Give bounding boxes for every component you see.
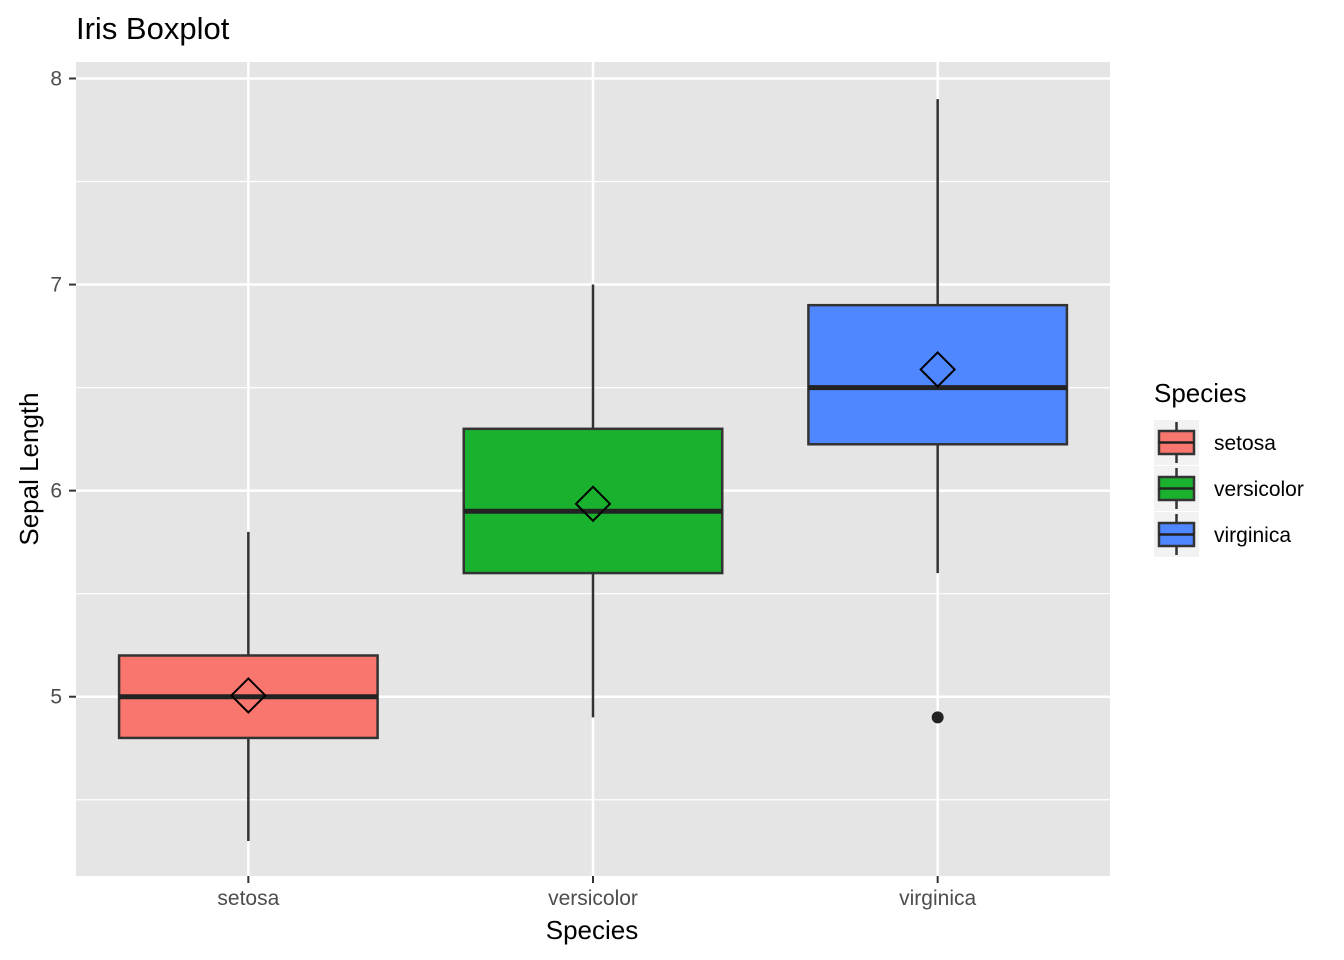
legend-label-virginica: virginica (1214, 524, 1291, 547)
y-tick-label: 7 (50, 274, 62, 297)
x-axis-title: Species (546, 915, 639, 945)
legend-item-versicolor: versicolor (1154, 466, 1304, 511)
legend: Species setosa versicolor virginica (1154, 378, 1304, 557)
y-tick-label: 6 (50, 480, 62, 503)
x-tick-label-versicolor: versicolor (548, 887, 638, 910)
y-tick-label: 8 (50, 67, 62, 90)
legend-label-versicolor: versicolor (1214, 478, 1304, 501)
mean-marker (919, 351, 957, 388)
boxplot-layer (117, 99, 1069, 841)
outlier-point (931, 711, 944, 724)
chart-title: Iris Boxplot (76, 11, 230, 46)
legend-title: Species (1154, 378, 1247, 408)
box-body (807, 303, 1069, 446)
box-virginica (807, 99, 1069, 724)
mean-marker (574, 485, 612, 523)
box-versicolor (462, 284, 724, 718)
mean-marker (229, 677, 267, 714)
y-axis-title: Sepal Length (14, 392, 44, 545)
legend-label-setosa: setosa (1214, 432, 1276, 455)
box-body (462, 427, 724, 575)
y-tick-label: 5 (50, 686, 62, 709)
legend-item-setosa: setosa (1154, 420, 1276, 465)
x-tick-label-virginica: virginica (899, 887, 976, 910)
x-tick-label-setosa: setosa (217, 887, 279, 910)
legend-item-virginica: virginica (1154, 512, 1291, 557)
axes: 5 6 7 8 setosa versicolor virginica (50, 67, 976, 910)
box-setosa (117, 531, 379, 841)
